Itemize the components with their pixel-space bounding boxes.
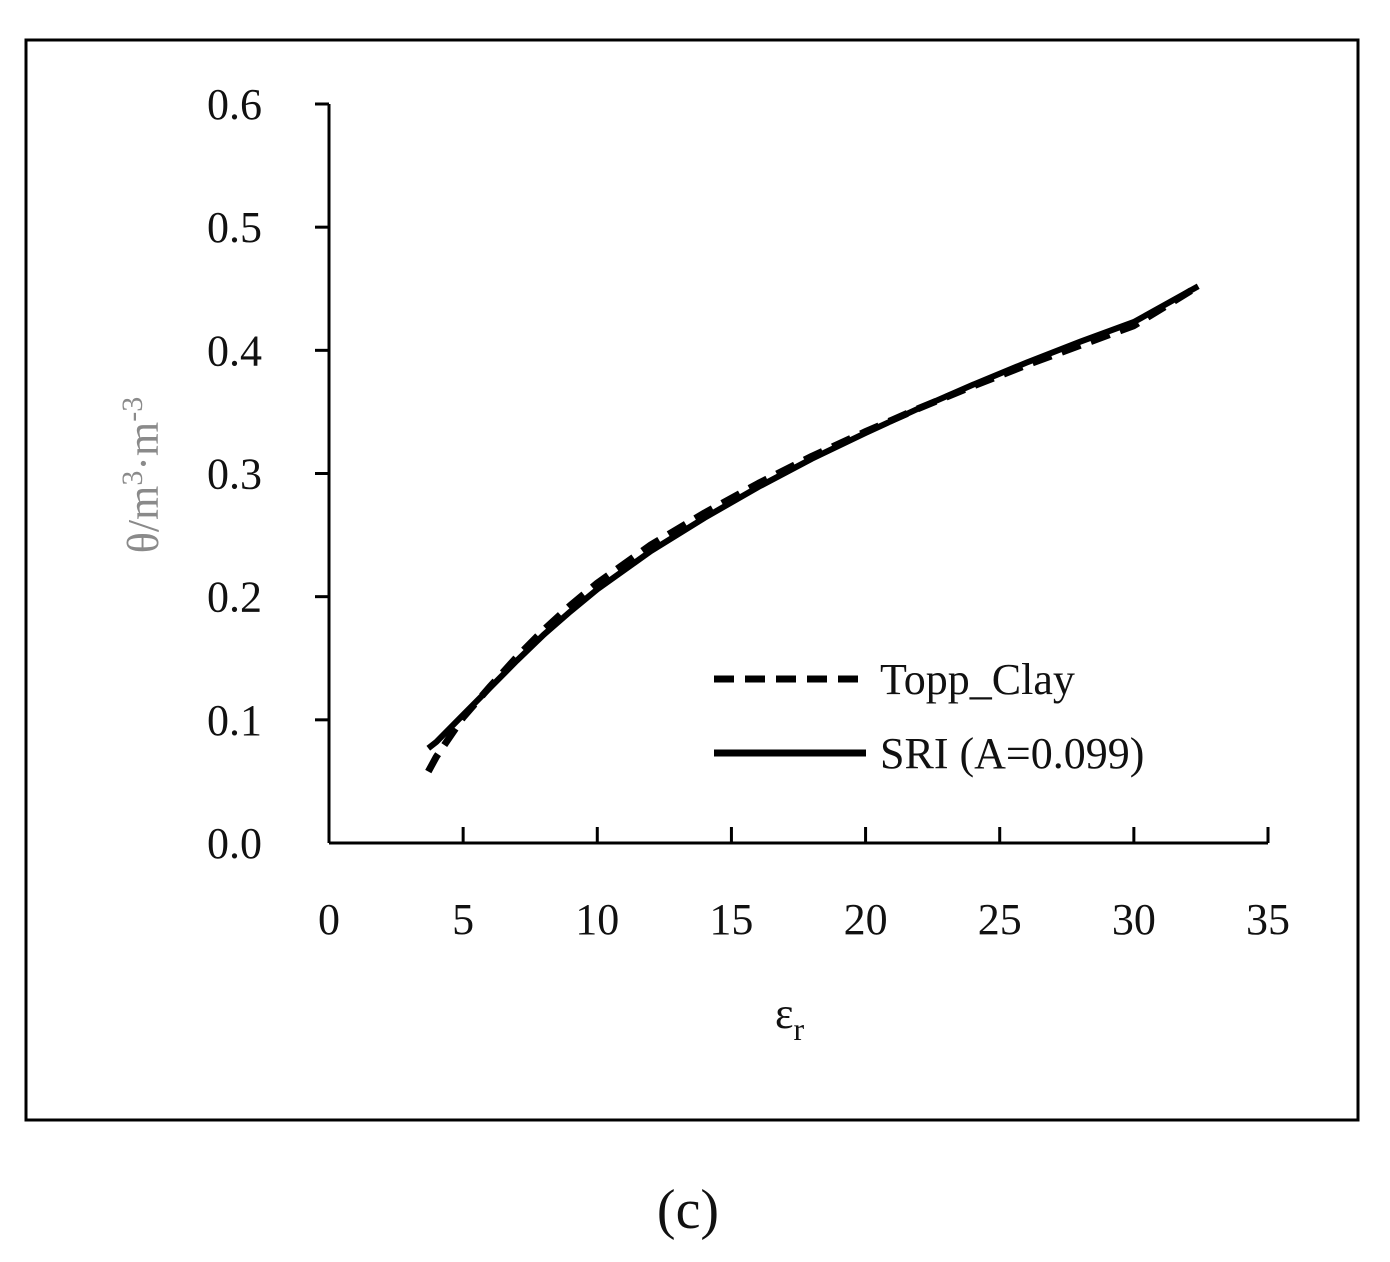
y-tick-label: 0.4 bbox=[207, 326, 262, 375]
legend-label-topp-clay: Topp_Clay bbox=[880, 655, 1075, 704]
y-axis-title-dot: ·m bbox=[119, 422, 168, 471]
x-tick-label: 30 bbox=[1112, 895, 1156, 944]
y-tick-label: 0.0 bbox=[207, 819, 262, 868]
legend: Topp_Clay SRI (A=0.099) bbox=[714, 655, 1144, 778]
y-tick-label: 0.5 bbox=[207, 203, 262, 252]
x-axis-title-main: ε bbox=[775, 989, 793, 1038]
series-group bbox=[425, 283, 1201, 774]
panel-label: (c) bbox=[657, 1179, 719, 1241]
x-tick-label: 0 bbox=[318, 895, 340, 944]
x-axis-ticks: 0 5 10 15 20 25 30 35 bbox=[318, 827, 1290, 944]
y-tick-label: 0.3 bbox=[207, 450, 262, 499]
figure-frame bbox=[24, 38, 1360, 1122]
y-tick-label: 0.2 bbox=[207, 573, 262, 622]
x-tick-label: 5 bbox=[452, 895, 474, 944]
y-axis-title-sup1: 3 bbox=[116, 471, 149, 486]
y-axis-ticks: 0.0 0.1 0.2 0.3 0.4 0.5 0.6 bbox=[207, 80, 329, 868]
x-tick-label: 15 bbox=[709, 895, 753, 944]
series-line-sri-a-0-099 bbox=[426, 283, 1200, 751]
x-axis-title-sub: r bbox=[793, 1011, 804, 1047]
legend-label-sri: SRI (A=0.099) bbox=[880, 729, 1144, 778]
x-tick-label: 10 bbox=[575, 895, 619, 944]
x-tick-label: 35 bbox=[1246, 895, 1290, 944]
y-tick-label: 0.6 bbox=[207, 80, 262, 129]
series-line-topp-clay bbox=[425, 283, 1201, 774]
y-tick-label: 0.1 bbox=[207, 696, 262, 745]
x-axis-title: εr bbox=[775, 989, 804, 1047]
y-axis-title-sup2: -3 bbox=[116, 397, 149, 422]
y-axis-title-main: θ/m bbox=[119, 486, 168, 554]
x-tick-label: 25 bbox=[978, 895, 1022, 944]
y-axis-title: θ/m3·m-3 bbox=[116, 397, 168, 553]
x-tick-label: 20 bbox=[844, 895, 888, 944]
